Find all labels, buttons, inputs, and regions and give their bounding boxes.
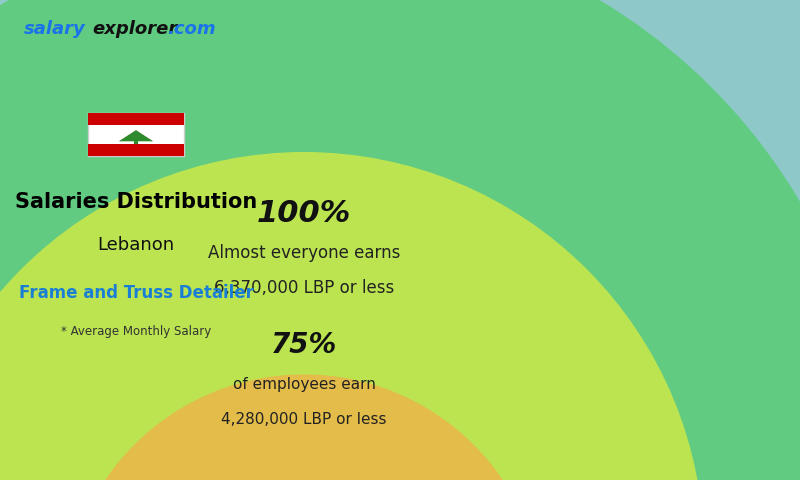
Text: Almost everyone earns: Almost everyone earns [208,244,400,263]
Text: 75%: 75% [271,331,337,359]
FancyBboxPatch shape [88,113,184,156]
Text: 100%: 100% [257,199,351,228]
Bar [88,144,184,156]
Bar [88,113,184,125]
Text: of employees earn: of employees earn [233,377,375,393]
Bar [134,141,138,144]
Text: Lebanon: Lebanon [98,236,174,254]
Text: 6,370,000 LBP or less: 6,370,000 LBP or less [214,279,394,297]
Polygon shape [118,130,154,141]
Bar [304,0,800,480]
Text: * Average Monthly Salary: * Average Monthly Salary [61,324,211,338]
Ellipse shape [64,374,544,480]
Text: Frame and Truss Detailer: Frame and Truss Detailer [18,284,254,302]
Text: 4,280,000 LBP or less: 4,280,000 LBP or less [222,412,386,427]
Ellipse shape [0,152,704,480]
Text: salary: salary [24,20,86,38]
Text: explorer: explorer [92,20,178,38]
Text: Salaries Distribution: Salaries Distribution [15,192,257,212]
Text: .com: .com [167,20,216,38]
